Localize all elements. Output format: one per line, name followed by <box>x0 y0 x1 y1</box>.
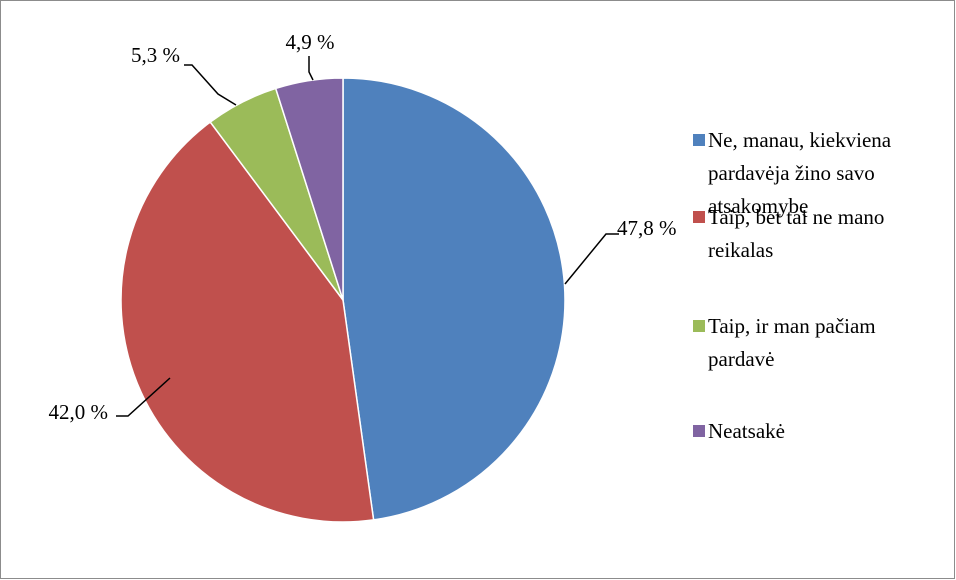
leader-line <box>184 64 237 106</box>
pie-slice <box>342 77 566 521</box>
legend-marker <box>693 211 705 223</box>
pie-slice <box>120 120 375 523</box>
legend-marker <box>693 320 705 332</box>
pie-slice <box>274 77 344 301</box>
legend-label: Taip, bet tai ne mano <box>708 205 884 229</box>
pie-slices <box>120 77 566 523</box>
slice-data-label: 5,3 % <box>131 43 180 67</box>
leader-line <box>308 56 314 81</box>
legend-label: pardavė <box>708 347 774 371</box>
legend-label: pardavėja žino savo <box>708 161 875 185</box>
legend-marker <box>693 425 705 437</box>
legend-label: atsakomybę <box>708 194 808 218</box>
slice-data-label: 47,8 % <box>617 216 677 240</box>
data-labels: 47,8 % 42,0 % 5,3 % 4,9 % <box>49 30 677 424</box>
leader-line <box>564 233 619 285</box>
legend-label: Ne, manau, kiekviena <box>708 128 892 152</box>
legend-label: reikalas <box>708 238 773 262</box>
legend-label: Neatsakė <box>708 419 785 443</box>
legend-label: Taip, ir man pačiam <box>708 314 876 338</box>
slice-data-label: 42,0 % <box>49 400 109 424</box>
legend-marker <box>693 134 705 146</box>
slice-data-label: 4,9 % <box>286 30 335 54</box>
leader-line <box>116 377 171 417</box>
leader-lines <box>116 56 619 417</box>
legend: Ne, manau, kiekviena pardavėja žino savo a… <box>693 128 892 443</box>
